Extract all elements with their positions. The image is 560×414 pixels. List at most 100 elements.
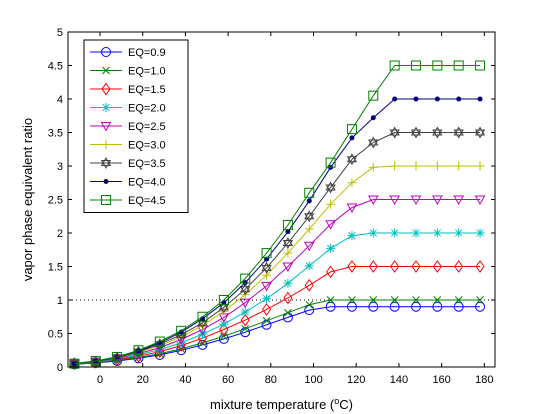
data-point [197,339,208,350]
data-point [282,262,294,273]
data-point [432,228,442,238]
legend-marker [102,66,110,75]
x-axis-label-prefix: mixture temperature ( [210,397,335,412]
x-tick-label: 180 [475,374,493,386]
legend-label: EQ=1.0 [128,66,166,78]
data-point [219,319,229,329]
data-point [283,248,293,258]
y-tick-label: 3.5 [48,128,63,140]
data-point [154,336,165,347]
data-point [454,228,464,238]
data-point [282,219,293,230]
x-tick-label: 80 [265,374,277,386]
y-tick-label: 2 [57,228,63,240]
data-point [220,332,228,341]
data-point [389,60,400,71]
data-point [410,195,422,206]
data-point [411,60,422,71]
data-point [219,323,229,336]
x-axis-label-superscript: o [334,396,339,406]
legend-entry: EQ=3.5 [90,156,166,170]
data-point [304,261,314,271]
data-point [475,301,486,312]
data-point [282,237,294,250]
data-point [454,296,463,304]
data-point [283,291,293,305]
legend-entry: EQ=3.0 [90,140,166,152]
data-point [432,60,443,71]
data-point [347,178,357,188]
y-tick-label: 1 [57,295,63,307]
data-point [325,220,336,230]
x-tick-label: 40 [179,374,191,386]
data-point [367,195,379,206]
data-point [390,260,400,273]
data-point [433,296,442,304]
data-point [304,187,315,198]
data-point [453,195,465,206]
data-point [197,311,208,322]
series-line [74,65,481,365]
data-point [368,260,378,273]
x-tick-label: 20 [137,374,149,386]
data-point [454,161,464,171]
data-point [432,195,443,206]
y-tick-label: 3 [57,161,63,173]
data-point [240,327,251,338]
data-point [474,195,486,206]
legend-marker [100,156,112,170]
legend-marker [103,179,109,184]
legend: EQ=0.9 EQ=1.0 EQ=1.5 EQ=2.0 EQ=2.5 EQ=3.0 EQ=3… [83,39,189,213]
y-tick-label: 5 [57,27,63,39]
data-point [368,228,378,238]
data-point [347,231,357,241]
data-point [261,303,272,316]
data-point [326,243,336,253]
data-point [133,345,144,356]
data-point [390,296,399,304]
data-point [346,301,357,312]
data-point [283,278,293,288]
data-point [369,296,378,304]
data-point [240,313,250,327]
data-point [368,162,378,172]
data-point [304,224,314,234]
data-point [240,307,250,317]
legend-label: EQ=2.5 [128,121,166,133]
data-point [411,260,421,273]
data-point [90,355,101,366]
data-point [456,96,462,102]
data-point [240,273,251,284]
data-point [412,296,420,304]
data-point [413,96,419,102]
legend-label: EQ=4.0 [128,177,166,189]
y-tick-label: 4 [57,94,63,106]
legend-label: EQ=3.0 [128,140,166,152]
x-tick-label: 160 [432,374,450,386]
legend-label: EQ=2.0 [128,103,166,115]
data-point [370,115,376,121]
legend-entry: EQ=1.5 [90,82,166,96]
data-point [368,90,379,101]
data-point [306,198,312,204]
legend-marker [101,82,111,96]
data-point [390,228,400,238]
data-point [262,316,271,325]
data-point [69,358,80,369]
legend-label: EQ=4.5 [128,195,166,207]
legend-entry: EQ=4.0 [90,177,166,189]
data-point [349,135,355,141]
data-point [346,153,358,166]
data-point [368,136,379,149]
y-tick-label: 0 [57,362,63,374]
data-point [112,351,123,362]
data-point [326,296,335,304]
data-point [325,181,336,194]
x-tick-label: 60 [222,374,234,386]
x-tick-label: 100 [304,374,322,386]
data-point [368,301,379,312]
data-point [432,301,443,312]
data-point [477,96,483,102]
y-tick-label: 2.5 [48,195,63,207]
